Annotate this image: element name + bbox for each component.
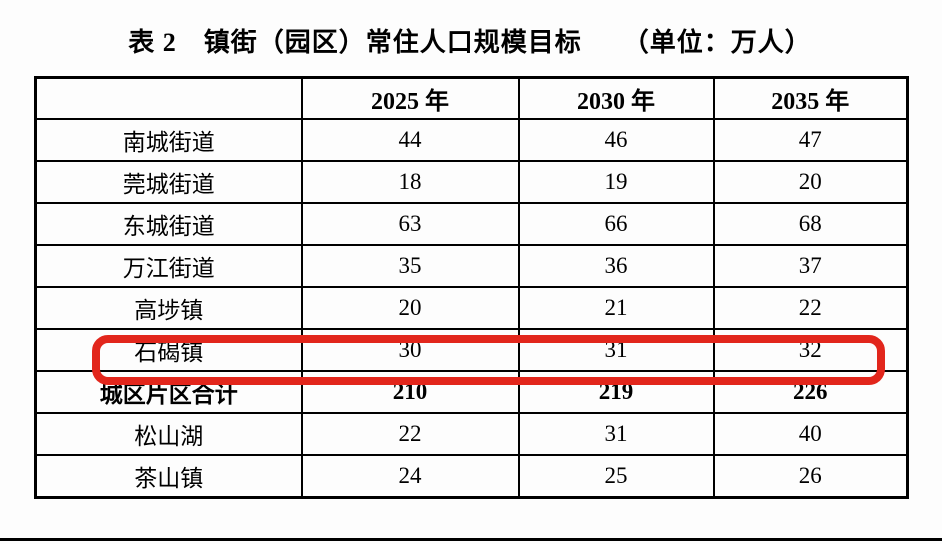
table-body: 南城街道 44 46 47 莞城街道 18 19 20 东城街道 63 66 68 万江街道 35 36 37…: [34, 118, 909, 499]
header-cell-2035: 2035 年: [712, 76, 909, 120]
row-label-cell: 东城街道: [34, 202, 303, 246]
table-row: 松山湖 22 31 40: [34, 412, 909, 456]
row-label-cell: 万江街道: [34, 244, 303, 288]
value-cell: 22: [300, 412, 520, 456]
table-row: 茶山镇 24 25 26: [34, 454, 909, 499]
value-cell: 219: [517, 370, 715, 414]
row-label-cell: 莞城街道: [34, 160, 303, 204]
table-row: 城区片区合计 210 219 226: [34, 370, 909, 414]
row-label-cell: 茶山镇: [34, 454, 303, 499]
header-cell-empty: [34, 76, 303, 120]
row-label-cell: 高埗镇: [34, 286, 303, 330]
value-cell: 46: [517, 118, 715, 162]
value-cell: 19: [517, 160, 715, 204]
value-cell: 31: [517, 412, 715, 456]
value-cell: 66: [517, 202, 715, 246]
population-table: 2025 年 2030 年 2035 年 南城街道 44 46 47 莞城街道 18 19 2…: [34, 76, 909, 499]
value-cell: 226: [712, 370, 909, 414]
value-cell: 47: [712, 118, 909, 162]
value-cell: 25: [517, 454, 715, 499]
page-bottom-rule: [0, 538, 942, 541]
table-row: 莞城街道 18 19 20: [34, 160, 909, 204]
row-label-cell: 松山湖: [34, 412, 303, 456]
value-cell: 20: [300, 286, 520, 330]
header-row: 2025 年 2030 年 2035 年: [34, 76, 909, 120]
value-cell: 20: [712, 160, 909, 204]
table-row: 东城街道 63 66 68: [34, 202, 909, 246]
value-cell: 40: [712, 412, 909, 456]
value-cell: 210: [300, 370, 520, 414]
value-cell: 63: [300, 202, 520, 246]
value-cell: 36: [517, 244, 715, 288]
row-label-cell: 南城街道: [34, 118, 303, 162]
header-cell-2025: 2025 年: [300, 76, 520, 120]
value-cell: 24: [300, 454, 520, 499]
table-caption: 表 2 镇街（园区）常住人口规模目标 （单位：万人）: [128, 28, 812, 57]
table-row-highlighted: 石碣镇 30 31 32: [34, 328, 909, 372]
header-cell-2030: 2030 年: [517, 76, 715, 120]
value-cell: 44: [300, 118, 520, 162]
table-row: 万江街道 35 36 37: [34, 244, 909, 288]
value-cell: 68: [712, 202, 909, 246]
value-cell: 22: [712, 286, 909, 330]
value-cell: 32: [712, 328, 909, 372]
value-cell: 35: [300, 244, 520, 288]
table-row: 南城街道 44 46 47: [34, 118, 909, 162]
value-cell: 26: [712, 454, 909, 499]
value-cell: 31: [517, 328, 715, 372]
row-label-cell: 石碣镇: [34, 328, 303, 372]
value-cell: 30: [300, 328, 520, 372]
row-label-cell: 城区片区合计: [34, 370, 303, 414]
table-row: 高埗镇 20 21 22: [34, 286, 909, 330]
value-cell: 21: [517, 286, 715, 330]
value-cell: 37: [712, 244, 909, 288]
value-cell: 18: [300, 160, 520, 204]
